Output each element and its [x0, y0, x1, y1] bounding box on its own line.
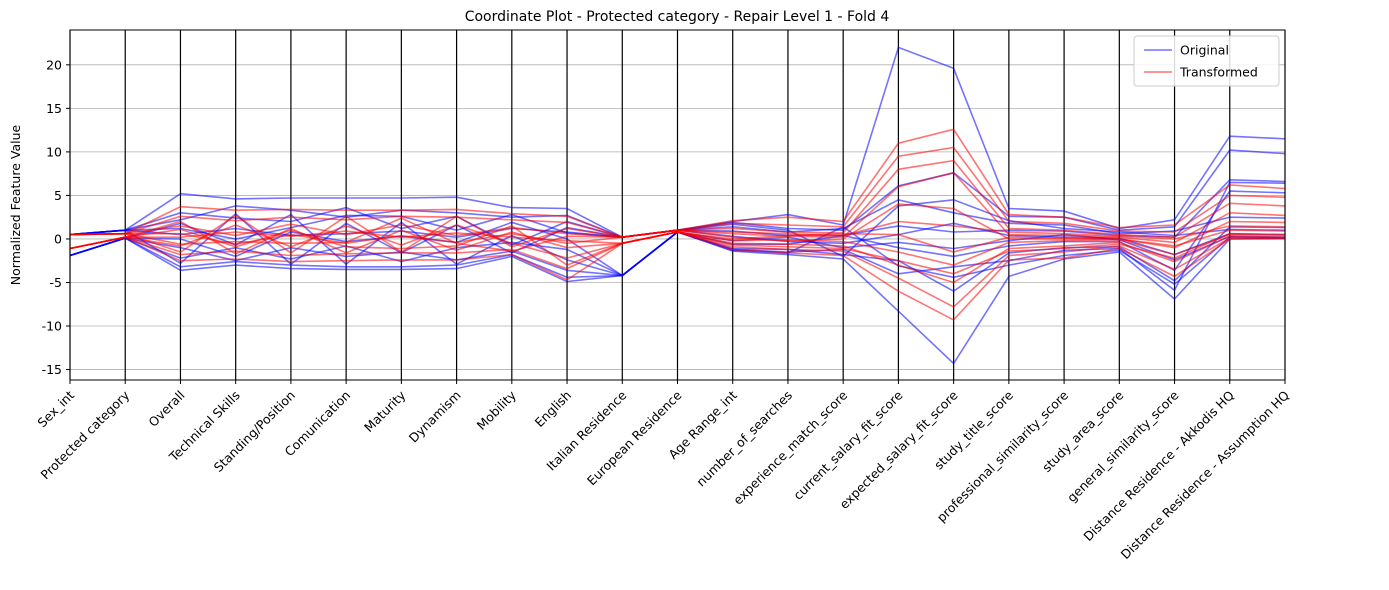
- x-tick-label: current_salary_fit_score: [790, 387, 906, 503]
- y-tick-label: 20: [46, 57, 62, 72]
- axes-layer: [69, 30, 1286, 380]
- y-tick-label: 10: [46, 144, 62, 159]
- y-tick-label: -5: [50, 275, 62, 290]
- x-tick-label: Sex_int: [34, 387, 77, 430]
- legend-label: Transformed: [1179, 65, 1258, 80]
- x-tick-label: Maturity: [361, 387, 409, 435]
- lines-layer: [69, 46, 1286, 365]
- y-axis-label: Normalized Feature Value: [8, 124, 23, 285]
- x-tick-label: Overall: [145, 388, 187, 430]
- x-tick-label: European Residence: [584, 387, 685, 488]
- x-tick-label: Mobility: [474, 387, 520, 433]
- ticks-layer: -15 -10 -5 0 5 10 15 20: [42, 57, 1286, 384]
- x-tick-label: Dynamism: [406, 388, 464, 446]
- y-tick-label: -10: [42, 319, 62, 334]
- legend-box: [1133, 35, 1280, 87]
- y-tick-label: 0: [54, 231, 62, 246]
- x-tick-label: general_similarity_score: [1064, 387, 1182, 505]
- series-line: [69, 225, 1286, 275]
- series-line: [69, 217, 1286, 252]
- chart-title: Coordinate Plot - Protected category - R…: [465, 9, 890, 25]
- y-tick-label: 5: [54, 188, 62, 203]
- legend: Original Transformed: [1133, 35, 1280, 87]
- x-tick-label: number_of_searches: [693, 388, 795, 490]
- x-tick-label: experience_match_score: [730, 387, 850, 507]
- y-tick-label: 15: [46, 101, 62, 116]
- y-tick-label: -15: [42, 362, 62, 377]
- x-tick-label: English: [532, 388, 575, 431]
- legend-label: Original: [1180, 43, 1229, 58]
